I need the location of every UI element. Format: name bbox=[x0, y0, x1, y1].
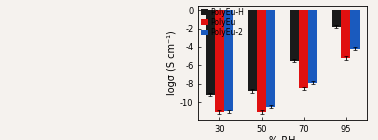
Bar bbox=[308, 10, 318, 83]
Y-axis label: logσ (S cm⁻¹): logσ (S cm⁻¹) bbox=[167, 31, 177, 95]
Bar bbox=[290, 10, 299, 61]
Bar bbox=[215, 10, 224, 112]
Bar bbox=[206, 10, 215, 95]
Legend: PolyEu-H, PolyEu, PolyEu-2: PolyEu-H, PolyEu, PolyEu-2 bbox=[200, 7, 245, 38]
Bar bbox=[299, 10, 308, 88]
X-axis label: % RH: % RH bbox=[269, 136, 296, 140]
Bar bbox=[341, 10, 350, 58]
Bar bbox=[266, 10, 276, 107]
Bar bbox=[248, 10, 257, 91]
Bar bbox=[332, 10, 341, 27]
Bar bbox=[350, 10, 359, 49]
Bar bbox=[224, 10, 233, 111]
Bar bbox=[257, 10, 266, 112]
